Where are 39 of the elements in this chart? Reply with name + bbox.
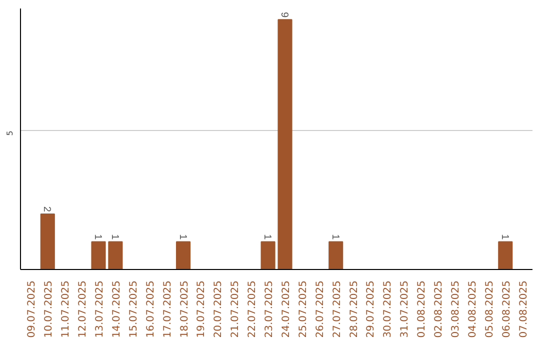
- x-tick-label: 06.08.2025: [501, 280, 512, 338]
- x-tick-label: 31.07.2025: [400, 280, 411, 338]
- data-label: 1: [108, 234, 120, 240]
- x-tick-label: 27.07.2025: [332, 280, 343, 338]
- x-tick-label: 17.07.2025: [162, 280, 174, 338]
- x-tick-label: 12.07.2025: [78, 280, 89, 338]
- x-tick-label: 26.07.2025: [314, 280, 326, 338]
- x-tick-label: 18.07.2025: [179, 280, 190, 338]
- x-tick-label: 20.07.2025: [213, 280, 224, 338]
- x-tick-label: 07.08.2025: [518, 280, 530, 338]
- x-tick-label: 21.07.2025: [230, 280, 242, 338]
- x-tick-label: 01.08.2025: [416, 280, 428, 338]
- x-tick-label: 29.07.2025: [366, 280, 377, 338]
- data-label: 1: [176, 234, 188, 240]
- x-tick-label: 23.07.2025: [264, 280, 276, 338]
- x-tick-label: 30.07.2025: [382, 280, 394, 338]
- data-label: 9: [278, 12, 290, 18]
- x-tick-label: 22.07.2025: [247, 280, 258, 338]
- x-tick-label: 09.07.2025: [26, 280, 38, 338]
- x-tick-label: 03.08.2025: [450, 280, 462, 338]
- x-tick-label: 05.08.2025: [484, 280, 496, 338]
- data-label: 1: [498, 234, 510, 240]
- x-tick-label: 15.07.2025: [128, 280, 140, 338]
- data-label: 1: [329, 234, 340, 240]
- x-tick-label: 28.07.2025: [348, 280, 360, 338]
- x-tick-label: 10.07.2025: [44, 280, 55, 338]
- x-tick-label: 04.08.2025: [467, 280, 478, 338]
- x-tick-label: 14.07.2025: [111, 280, 122, 338]
- data-label: 1: [92, 234, 103, 240]
- x-tick-label: 11.07.2025: [60, 280, 72, 338]
- x-tick-label: 16.07.2025: [145, 280, 156, 338]
- data-label: 1: [262, 234, 273, 240]
- x-tick-label: 13.07.2025: [94, 280, 106, 338]
- x-tick-label: 25.07.2025: [298, 280, 309, 338]
- x-tick-label: 02.08.2025: [434, 280, 445, 338]
- y-tick-label: 5: [6, 130, 14, 136]
- x-tick-label: 19.07.2025: [196, 280, 208, 338]
- data-label: 2: [41, 206, 52, 212]
- x-tick-label: 24.07.2025: [280, 280, 292, 338]
